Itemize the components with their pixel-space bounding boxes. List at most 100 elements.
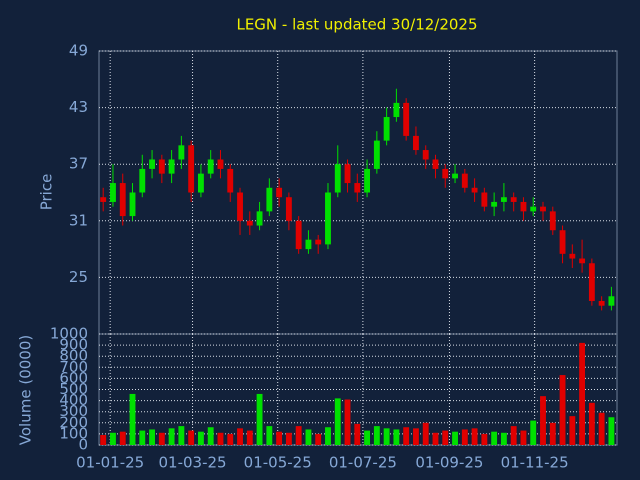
volume-bar bbox=[119, 431, 126, 445]
candle-body bbox=[608, 296, 615, 306]
candle-body bbox=[119, 183, 126, 217]
candle-body bbox=[217, 159, 224, 169]
candle-body bbox=[432, 159, 439, 169]
candle-body bbox=[540, 206, 546, 212]
volume-bar bbox=[100, 435, 107, 445]
candle-body bbox=[403, 102, 410, 136]
candle-body bbox=[325, 192, 331, 245]
candle-body bbox=[139, 168, 146, 193]
candle-body bbox=[237, 192, 243, 221]
volume-bar bbox=[491, 431, 498, 445]
y-tick-label: 1000 bbox=[50, 325, 88, 343]
volume-bar bbox=[608, 417, 615, 445]
x-tick-label: 01-09-25 bbox=[415, 454, 483, 472]
volume-bar bbox=[207, 427, 214, 445]
candle-body bbox=[500, 197, 507, 202]
candle-body bbox=[188, 145, 195, 193]
y-tick-label: 800 bbox=[59, 347, 88, 365]
candle-body bbox=[354, 183, 361, 193]
candle-body bbox=[579, 258, 586, 264]
x-tick-label: 01-03-25 bbox=[159, 454, 227, 472]
y-tick-label: 600 bbox=[59, 369, 88, 387]
volume-bar bbox=[217, 432, 224, 445]
candle-body bbox=[256, 211, 263, 226]
volume-bar bbox=[139, 430, 146, 445]
volume-bar bbox=[334, 398, 341, 445]
y-tick-label: 43 bbox=[69, 98, 88, 116]
volume-bar bbox=[276, 431, 283, 445]
y-tick-label: 0 bbox=[78, 436, 88, 454]
candle-body bbox=[315, 239, 322, 245]
candle-body bbox=[559, 230, 566, 254]
volume-bar bbox=[227, 433, 234, 445]
y-tick-label: 500 bbox=[59, 380, 88, 398]
volume-bar bbox=[432, 432, 439, 445]
candle-body bbox=[149, 159, 155, 169]
volume-bar bbox=[295, 426, 302, 445]
volume-bar bbox=[188, 430, 195, 445]
volume-bar bbox=[256, 393, 263, 445]
candle-body bbox=[413, 135, 419, 151]
x-tick-label: 01-01-25 bbox=[76, 454, 144, 472]
candle-body bbox=[266, 187, 273, 212]
volume-bar bbox=[246, 430, 253, 445]
y-tick-label: 31 bbox=[69, 211, 88, 229]
volume-bar bbox=[373, 426, 380, 445]
y-tick-label: 300 bbox=[59, 402, 88, 420]
volume-bar bbox=[285, 432, 292, 445]
volume-bar bbox=[510, 426, 517, 445]
candle-body bbox=[549, 211, 556, 231]
volume-bar bbox=[129, 393, 136, 445]
candle-body bbox=[227, 168, 234, 193]
x-tick-label: 01-05-25 bbox=[244, 454, 312, 472]
volume-bar bbox=[461, 429, 468, 445]
y-tick-label: 25 bbox=[69, 268, 88, 286]
volume-bar bbox=[530, 420, 537, 445]
candle-body bbox=[344, 164, 351, 184]
x-tick-label: 01-11-25 bbox=[501, 454, 569, 472]
volume-bar bbox=[442, 430, 449, 445]
volume-bar bbox=[403, 427, 410, 445]
volume-bar bbox=[178, 426, 185, 445]
volume-bar bbox=[598, 412, 605, 445]
candle-body bbox=[334, 164, 341, 193]
candle-body bbox=[393, 102, 400, 118]
candle-body bbox=[246, 220, 253, 226]
chart-title: LEGN - last updated 30/12/2025 bbox=[236, 16, 477, 34]
y-tick-label: 49 bbox=[69, 42, 88, 60]
candle-body bbox=[510, 197, 517, 202]
candle-body bbox=[197, 173, 204, 193]
volume-bar bbox=[540, 396, 546, 445]
candle-body bbox=[158, 159, 165, 174]
volume-bar bbox=[520, 430, 527, 445]
volume-bar bbox=[110, 432, 116, 445]
candle-body bbox=[569, 253, 576, 259]
volume-bar bbox=[237, 428, 243, 445]
candle-body bbox=[530, 206, 537, 212]
volume-bar bbox=[393, 429, 400, 445]
candle-body bbox=[305, 239, 312, 250]
candle-body bbox=[178, 145, 185, 160]
candle-body bbox=[461, 173, 468, 188]
volume-bar bbox=[383, 428, 390, 445]
y-tick-label: 200 bbox=[59, 413, 88, 431]
candle-body bbox=[491, 201, 498, 207]
volume-bar bbox=[354, 423, 361, 445]
candle-body bbox=[110, 183, 116, 202]
volume-bar bbox=[500, 432, 507, 445]
volume-bar bbox=[197, 431, 204, 445]
volume-bar bbox=[344, 399, 351, 445]
y-axis-title: Volume (0000) bbox=[17, 335, 35, 445]
volume-bar bbox=[325, 427, 331, 445]
volume-bar bbox=[471, 428, 478, 445]
volume-bar bbox=[569, 416, 576, 445]
volume-bar bbox=[315, 433, 322, 445]
volume-bar bbox=[266, 426, 273, 445]
candle-body bbox=[276, 187, 283, 198]
candle-body bbox=[364, 168, 371, 193]
candle-body bbox=[452, 173, 458, 179]
y-tick-label: 700 bbox=[59, 358, 88, 376]
candle-body bbox=[168, 159, 175, 174]
candle-body bbox=[295, 220, 302, 250]
